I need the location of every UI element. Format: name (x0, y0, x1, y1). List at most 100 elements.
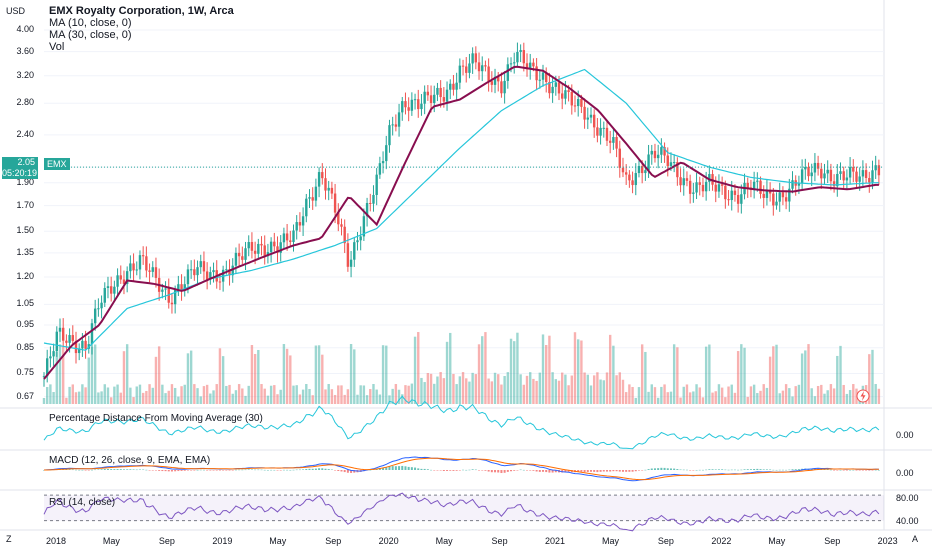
volume-bar (343, 394, 346, 404)
volume-bar (420, 377, 423, 404)
macd-histogram-bar (858, 470, 861, 471)
volume-bar (490, 381, 494, 404)
macd-histogram-bar (625, 470, 628, 472)
volume-bar (743, 347, 746, 404)
volume-bar (868, 354, 871, 404)
volume-bar (49, 384, 52, 404)
volume-bar (759, 390, 762, 404)
volume-bar (295, 385, 298, 404)
legend-title[interactable]: EMX Royalty Corporation, 1W, Arca (49, 5, 234, 17)
rsi-title[interactable]: RSI (14, close) (49, 497, 116, 508)
candle-body (189, 269, 193, 271)
volume-bar (804, 350, 807, 404)
candle-body (759, 180, 762, 194)
macd-histogram-bar (142, 469, 145, 471)
macd-histogram-bar (455, 470, 458, 471)
candle-body (273, 241, 276, 247)
volume-bar (87, 357, 90, 404)
macd-histogram-bar (215, 470, 218, 471)
volume-bar (503, 376, 506, 404)
volume-bar (74, 392, 78, 404)
macd-histogram-bar (756, 468, 759, 470)
auto-scale-button[interactable]: A (912, 534, 919, 544)
volume-bar (487, 378, 490, 404)
legend-ma30[interactable]: MA (30, close, 0) (49, 29, 132, 41)
volume-bar (301, 389, 305, 404)
macd-histogram-bar (631, 470, 634, 472)
macd-histogram-bar (116, 469, 119, 470)
candle-body (471, 53, 474, 64)
volume-bar (439, 372, 442, 404)
macd-histogram-bar (465, 469, 468, 471)
volume-bar (695, 384, 698, 404)
macd-histogram-bar (247, 469, 250, 470)
candle-body (135, 269, 138, 271)
volume-bar (212, 390, 215, 404)
macd-histogram-bar (733, 469, 736, 471)
lightning-icon[interactable] (856, 389, 870, 403)
candle-body (490, 81, 494, 85)
candle-body (628, 174, 631, 181)
volume-bar (708, 344, 711, 404)
macd-histogram-bar (794, 469, 797, 470)
macd-histogram-bar (628, 470, 631, 472)
macd-histogram-bar (436, 470, 439, 471)
timezone-button[interactable]: Z (6, 534, 12, 544)
last-price-tag: 2.05 05:20:19 (2, 157, 38, 179)
volume-bars (42, 332, 881, 404)
candle-body (612, 136, 615, 143)
candle-body (212, 270, 215, 273)
volume-bar (362, 385, 366, 404)
candle-body (861, 170, 865, 177)
macd-histogram-bar (231, 470, 234, 471)
candle-body (487, 66, 490, 82)
volume-bar (266, 395, 270, 404)
macd-histogram-bar (468, 469, 471, 471)
macd-histogram-bar (746, 469, 749, 470)
candle-body (660, 147, 663, 155)
macd-histogram-bar (286, 469, 289, 471)
candle-body (493, 76, 497, 85)
candle-body (797, 183, 801, 186)
candle-body (855, 171, 858, 182)
candle-body (77, 348, 81, 354)
legend-ma10[interactable]: MA (10, close, 0) (49, 17, 132, 29)
volume-bar (692, 391, 695, 404)
volume-bar (132, 397, 135, 404)
macd-histogram-bar (650, 468, 653, 470)
macd-title[interactable]: MACD (12, 26, close, 9, EMA, EMA) (49, 455, 211, 466)
volume-bar (685, 384, 689, 404)
macd-histogram-bar (721, 469, 724, 470)
macd-histogram-bar (567, 470, 570, 472)
volume-bar (388, 395, 391, 404)
macd-histogram-bar (727, 469, 730, 471)
pdma-title[interactable]: Percentage Distance From Moving Average … (49, 413, 263, 424)
legend-vol[interactable]: Vol (49, 41, 65, 53)
volume-bar (666, 392, 669, 404)
volume-bar (541, 334, 545, 404)
candle-body (698, 182, 701, 185)
volume-bar (161, 384, 164, 404)
volume-bar (816, 385, 820, 404)
macd-histogram-bar (199, 469, 202, 471)
volume-bar (586, 374, 589, 404)
candle-body (193, 269, 196, 276)
candle-body (433, 94, 436, 103)
macd-histogram-bar (190, 470, 193, 471)
bar-countdown: 05:20:19 (2, 168, 38, 178)
volume-bar (231, 393, 234, 404)
volume-bar (317, 345, 321, 404)
volume-bar (698, 387, 701, 404)
candle-body (119, 275, 122, 280)
macd-histogram-bar (238, 469, 241, 471)
volume-bar (800, 353, 804, 404)
volume-bar (740, 344, 743, 404)
candle-body (564, 90, 567, 99)
macd-histogram-bar (138, 469, 141, 470)
candle-body (381, 161, 385, 164)
candle-body (52, 351, 55, 357)
candle-body (704, 181, 708, 192)
candle-body (385, 145, 388, 162)
rsi-upper-level: 80.00 (896, 493, 919, 503)
macd-histogram-bar (206, 470, 209, 471)
